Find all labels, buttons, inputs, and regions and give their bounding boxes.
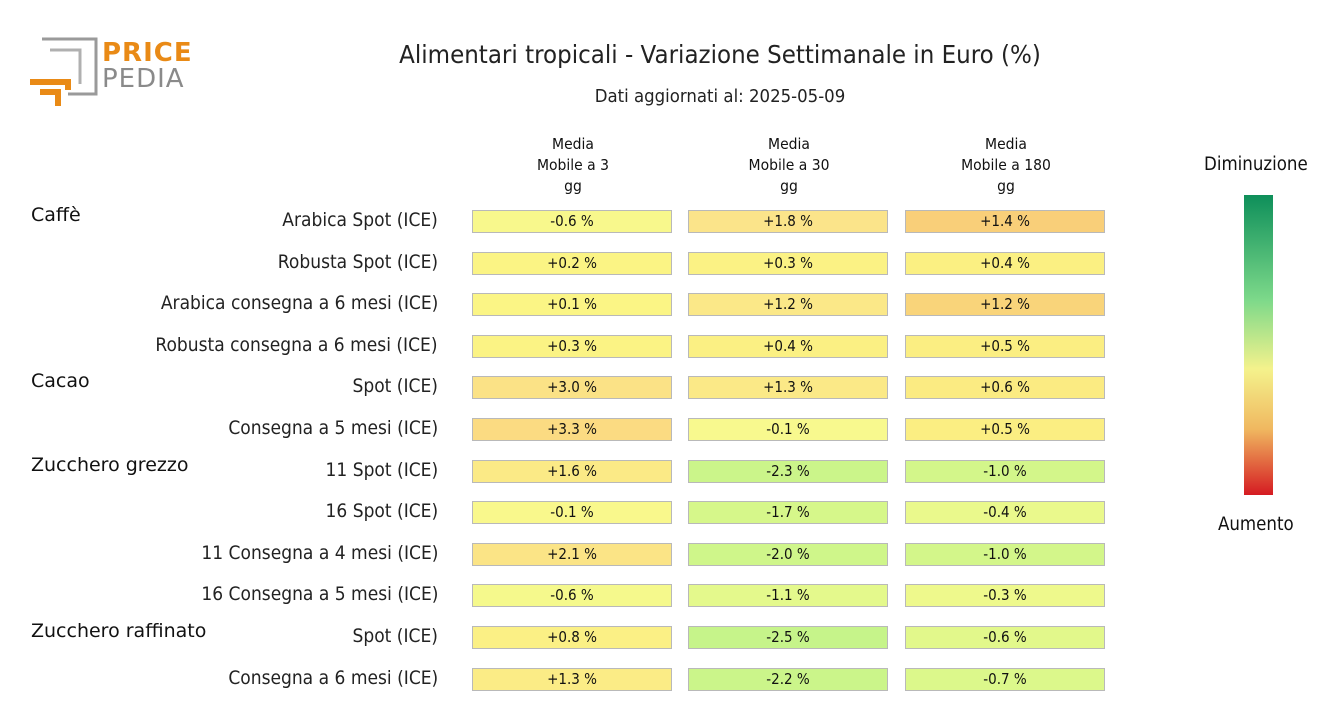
row-label: Robusta consegna a 6 mesi (ICE) <box>155 333 438 356</box>
legend-low-label: Aumento <box>1218 514 1294 535</box>
row-label: Arabica consegna a 6 mesi (ICE) <box>160 292 438 315</box>
heatmap-cell: -1.0 % <box>905 459 1105 483</box>
heatmap-cell: -0.6 % <box>905 626 1105 649</box>
heatmap-cell: -2.5 % <box>688 626 888 649</box>
heatmap-cell: +0.4 % <box>905 251 1105 275</box>
heatmap-cell: +0.5 % <box>905 418 1105 441</box>
heatmap-cell: -0.4 % <box>905 501 1105 525</box>
row-label: 16 Consegna a 5 mesi (ICE) <box>200 583 438 606</box>
heatmap-cell: +1.2 % <box>688 293 888 317</box>
heatmap-cell: +1.3 % <box>472 667 672 691</box>
heatmap-cell: -0.3 % <box>905 584 1105 608</box>
heatmap-cell: +1.6 % <box>472 459 672 483</box>
logo-mark-icon <box>30 37 98 106</box>
heatmap-cell: -1.1 % <box>688 584 888 608</box>
heatmap-cell: -0.6 % <box>472 584 672 608</box>
heatmap-cell: +0.1 % <box>472 293 672 317</box>
row-label: 11 Spot (ICE) <box>325 458 438 481</box>
column-header-ma180: Media Mobile a 180 gg <box>961 135 1051 195</box>
row-label: 11 Consegna a 4 mesi (ICE) <box>200 541 438 564</box>
logo-text-price: PRICE <box>102 38 193 68</box>
heatmap-cell: +1.2 % <box>905 293 1105 317</box>
heatmap-cell: +3.3 % <box>472 418 672 441</box>
heatmap-cell: +3.0 % <box>472 376 672 400</box>
heatmap-cell: +0.5 % <box>905 334 1105 358</box>
heatmap-cell: +0.3 % <box>688 251 888 275</box>
heatmap-cell: -0.1 % <box>688 418 888 441</box>
group-label: Zucchero grezzo <box>31 453 189 476</box>
row-label: Spot (ICE) <box>352 625 438 647</box>
heatmap-cell: +0.4 % <box>688 334 888 358</box>
heatmap-cell: -1.7 % <box>688 501 888 525</box>
group-label: Zucchero raffinato <box>31 620 207 642</box>
heatmap-cell: +2.1 % <box>472 542 672 566</box>
row-label: Robusta Spot (ICE) <box>277 250 438 273</box>
heatmap-cell: -2.0 % <box>688 542 888 566</box>
row-label: Arabica Spot (ICE) <box>282 209 438 231</box>
row-label: 16 Spot (ICE) <box>325 500 438 523</box>
row-label: Spot (ICE) <box>352 375 438 398</box>
heatmap-cell: +0.2 % <box>472 251 672 275</box>
logo-text-pedia: PEDIA <box>102 64 185 94</box>
legend-high-label: Diminuzione <box>1204 154 1308 175</box>
heatmap-cell: -2.2 % <box>688 667 888 691</box>
heatmap-cell: -0.1 % <box>472 501 672 525</box>
heatmap-cell: -0.6 % <box>472 210 672 233</box>
chart-title: Alimentari tropicali - Variazione Settim… <box>399 40 1041 69</box>
heatmap-cell: -2.3 % <box>688 459 888 483</box>
group-label: Cacao <box>31 370 90 393</box>
row-label: Consegna a 5 mesi (ICE) <box>228 417 438 439</box>
column-header-ma3: Media Mobile a 3 gg <box>536 135 610 195</box>
group-label: Caffè <box>31 204 81 226</box>
chart-subtitle: Dati aggiornati al: 2025-05-09 <box>594 86 846 107</box>
heatmap-cell: -1.0 % <box>905 542 1105 566</box>
heatmap-cell: +0.6 % <box>905 376 1105 400</box>
column-header-ma30: Media Mobile a 30 gg <box>748 135 830 195</box>
heatmap-cell: +1.4 % <box>905 210 1105 233</box>
pricepedia-logo: PRICE PEDIA <box>28 36 198 112</box>
heatmap-cell: +1.8 % <box>688 210 888 233</box>
heatmap-cell: +0.3 % <box>472 334 672 358</box>
legend-color-scale <box>1244 195 1273 495</box>
heatmap-cell: +1.3 % <box>688 376 888 400</box>
heatmap-cell: +0.8 % <box>472 626 672 649</box>
row-label: Consegna a 6 mesi (ICE) <box>228 666 438 689</box>
heatmap-cell: -0.7 % <box>905 667 1105 691</box>
